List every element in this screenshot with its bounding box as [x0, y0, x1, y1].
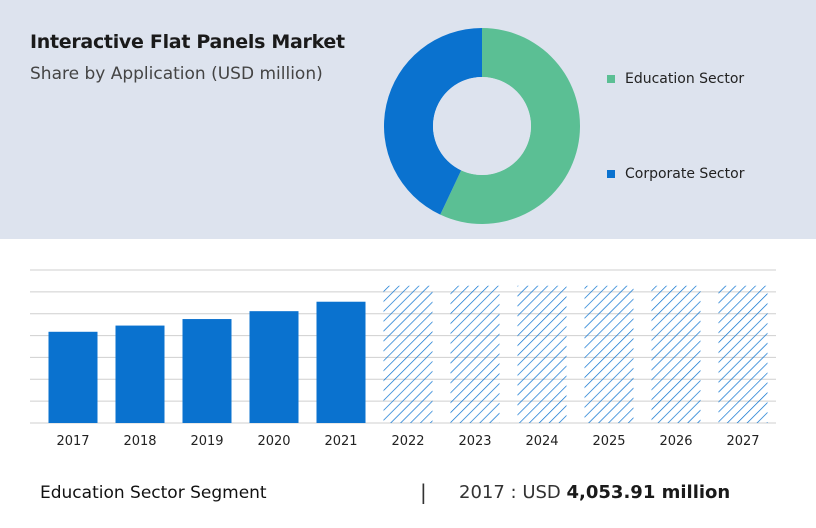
donut-slice-corporate-sector — [383, 27, 482, 215]
segment-label: Education Sector Segment — [40, 483, 267, 503]
x-tick-label: 2022 — [391, 434, 424, 449]
legend-corporate: Corporate Sector — [607, 166, 744, 182]
bar-2017 — [48, 331, 98, 423]
x-tick-label: 2018 — [123, 434, 156, 449]
x-tick-label: 2023 — [458, 434, 491, 449]
forecast-bar-2023 — [450, 285, 500, 423]
legend-corporate-swatch — [607, 170, 615, 178]
forecast-bar-2025 — [584, 285, 634, 423]
chart-subtitle: Share by Application (USD million) — [30, 64, 323, 84]
legend-corporate-label: Corporate Sector — [625, 166, 745, 182]
summary-panel: Interactive Flat Panels Market Share by … — [0, 0, 816, 239]
donut-hole — [433, 77, 531, 175]
x-tick-label: 2024 — [525, 434, 558, 449]
x-tick-label: 2025 — [592, 434, 625, 449]
bar-2018 — [115, 325, 165, 423]
bar-2019 — [182, 319, 232, 423]
legend-education-label: Education Sector — [625, 71, 745, 87]
forecast-bar-2022 — [383, 285, 433, 423]
bar-chart: 2017 2018 2019 2020 2021 2022 2023 2024 2025 2026… — [30, 269, 776, 449]
donut-chart — [383, 27, 580, 224]
bar-2021 — [316, 301, 366, 423]
x-tick-label: 2019 — [190, 434, 223, 449]
chart-title: Interactive Flat Panels Market — [30, 31, 345, 53]
x-tick-label: 2026 — [659, 434, 692, 449]
x-tick-label: 2021 — [324, 434, 357, 449]
bar-2020 — [249, 311, 299, 423]
legend-education: Education Sector — [607, 71, 744, 87]
segment-value: 2017 : USD 4,053.91 million — [459, 482, 730, 503]
forecast-bar-2024 — [517, 285, 567, 423]
segment-year: 2017 : USD — [459, 482, 561, 503]
footer-separator: | — [420, 480, 427, 504]
x-tick-label: 2020 — [257, 434, 290, 449]
forecast-bar-2027 — [718, 285, 768, 423]
donut-slice-education-sector — [440, 28, 580, 224]
legend-education-swatch — [607, 75, 615, 83]
segment-amount: 4,053.91 million — [566, 482, 731, 503]
x-tick-label: 2027 — [726, 434, 759, 449]
forecast-bar-2026 — [651, 285, 701, 423]
x-tick-label: 2017 — [56, 434, 89, 449]
